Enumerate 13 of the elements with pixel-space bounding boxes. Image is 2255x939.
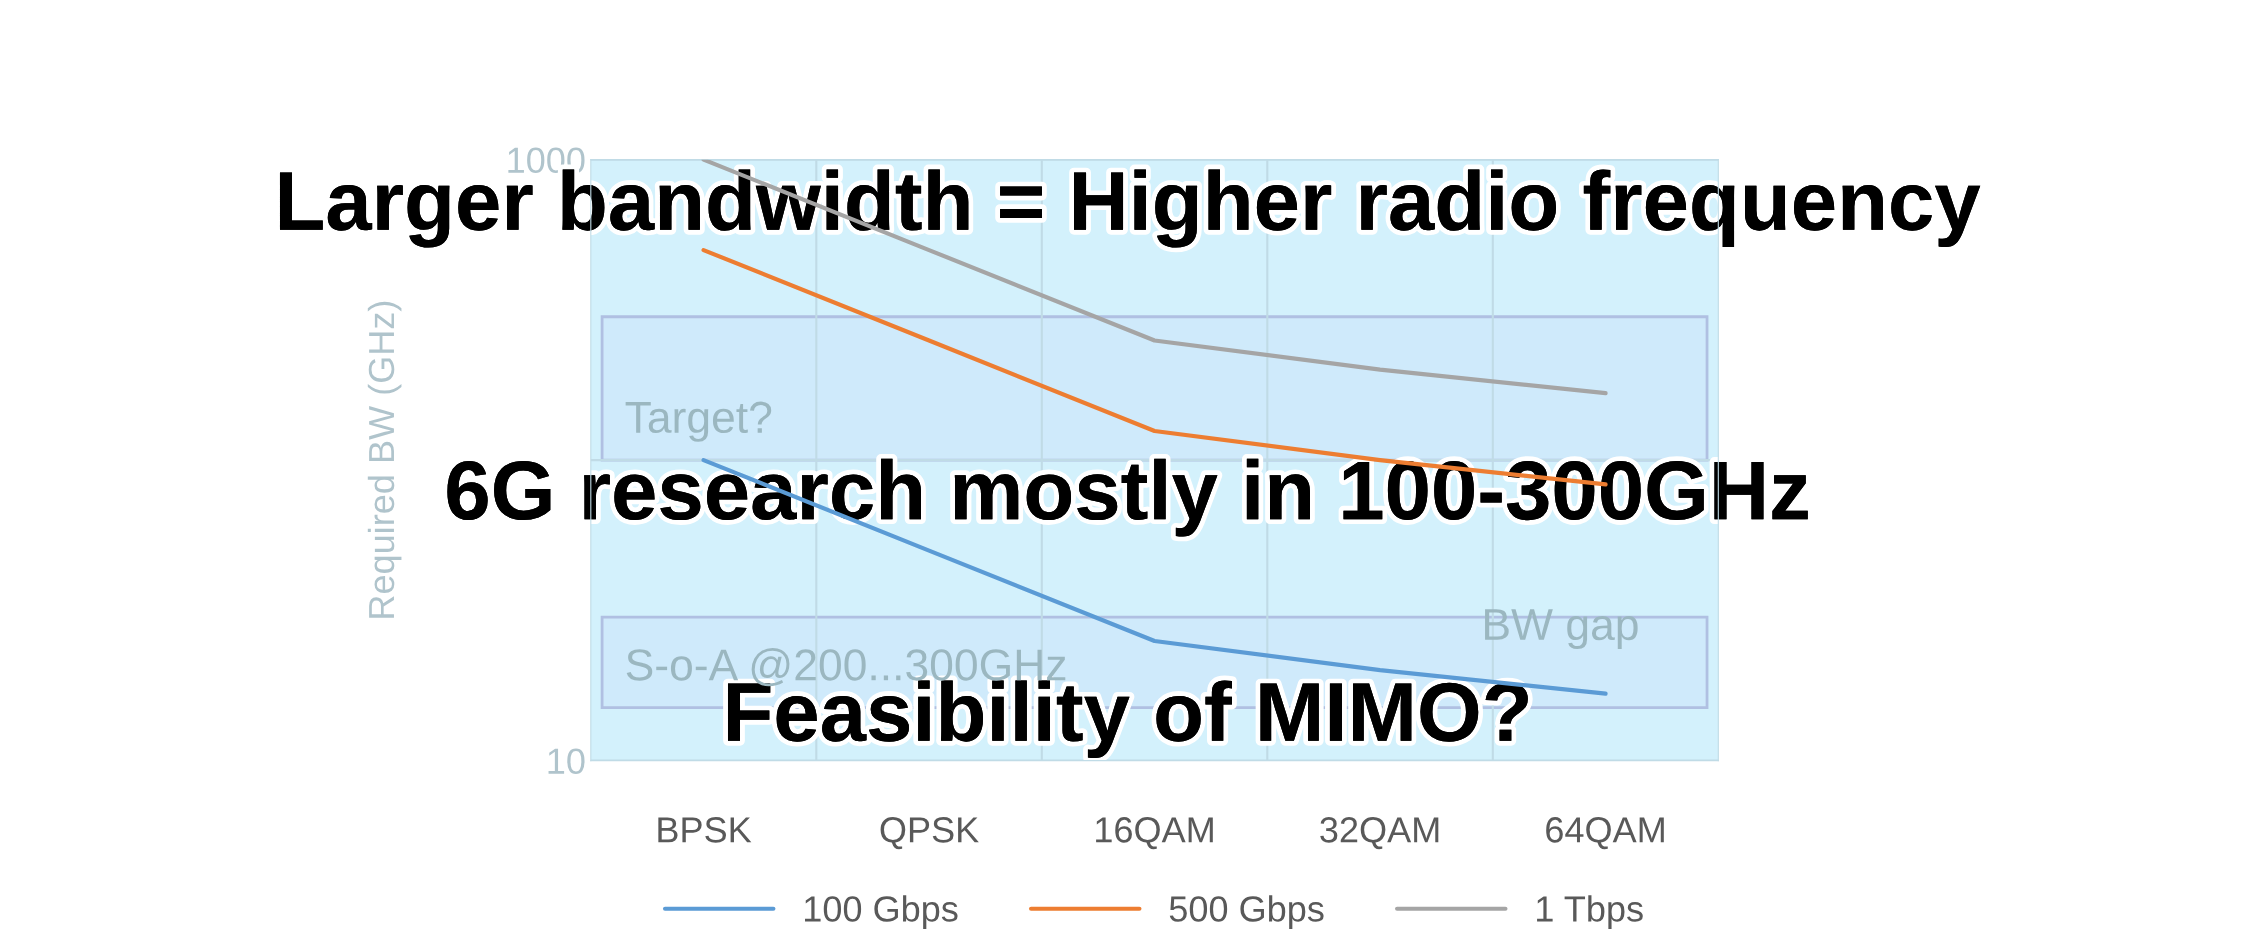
x-tick-label: 32QAM — [1320, 817, 1439, 850]
annotation: BW gap — [1485, 609, 1638, 650]
legend-label: 100 Gbps — [805, 895, 958, 929]
y-axis-title: Required BW (GHz) — [367, 301, 402, 618]
annotation: 6G research mostly in 100-300GHz — [447, 458, 1808, 537]
y-tick-label: 10 — [548, 748, 585, 775]
x-tick-label: QPSK — [880, 817, 979, 850]
legend-label: 1 Tbps — [1537, 895, 1643, 929]
legend-label: 500 Gbps — [1169, 895, 1324, 929]
x-tick-label: 16QAM — [1096, 817, 1213, 850]
x-tick-label: 64QAM — [1546, 817, 1664, 850]
band-label: Target? — [625, 401, 772, 442]
x-tick-label: BPSK — [658, 817, 752, 843]
